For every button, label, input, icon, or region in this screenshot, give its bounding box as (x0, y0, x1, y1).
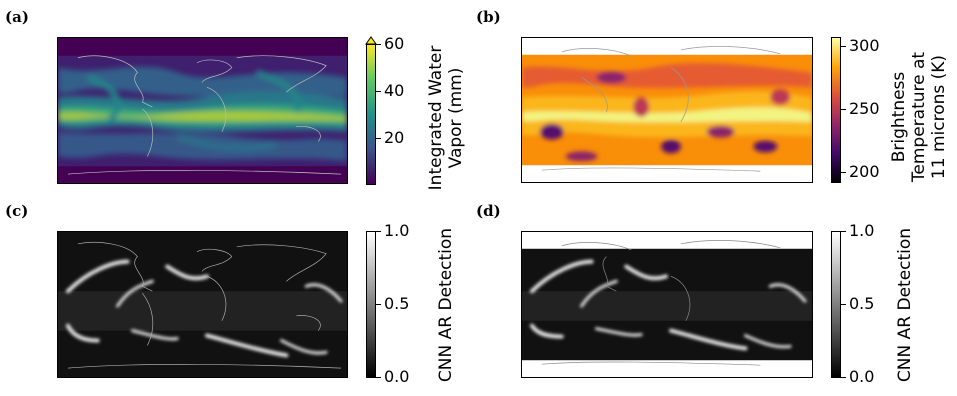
cbar-c-tick-0: 0.0 (384, 367, 410, 386)
cnn-detection-colorbar-d (831, 231, 841, 378)
cbar-d-tick-1: 1.0 (849, 221, 875, 240)
cbar-d-tick-0: 0.0 (849, 367, 875, 386)
panel-label-b: (b) (476, 8, 501, 26)
panel-label-a: (a) (5, 8, 29, 26)
water-vapor-colorbar (366, 44, 376, 185)
cbar-a-tick-40: 40 (384, 81, 405, 100)
cbar-a-tick-20: 20 (384, 128, 405, 147)
cbar-c-tick-1: 1.0 (384, 221, 410, 240)
cbar-d-tick-05: 0.5 (849, 294, 875, 313)
panel-label-c: (c) (5, 202, 29, 220)
coastlines (541, 240, 781, 366)
colorbar-b-label: Brightness Temperature at 11 microns (K) (889, 51, 949, 183)
brightness-temperature-field (522, 46, 812, 172)
water-vapor-field (58, 38, 347, 183)
colorbar-extend-arrow (365, 36, 377, 45)
cbar-b-tick-300: 300 (849, 36, 880, 55)
water-vapor-map (57, 37, 348, 184)
cnn-detection-map-d (521, 231, 813, 378)
colorbar-c-label: CNN AR Detection (436, 227, 456, 383)
coastlines (67, 242, 342, 369)
colorbar-d-label: CNN AR Detection (895, 227, 915, 383)
cbar-b-tick-250: 250 (849, 99, 880, 118)
brightness-temperature-colorbar (831, 37, 841, 183)
cnn-detection-field-d (522, 240, 812, 366)
coastlines (67, 55, 342, 175)
cbar-a-tick-60: 60 (384, 34, 405, 53)
cnn-detection-field-c (58, 242, 347, 369)
colorbar-a-label: Integrated Water Vapor (mm) (426, 45, 466, 191)
panel-label-d: (d) (476, 202, 501, 220)
brightness-temperature-map (521, 37, 813, 183)
cbar-c-tick-05: 0.5 (384, 294, 410, 313)
cnn-detection-map-c (57, 231, 348, 378)
cbar-b-tick-200: 200 (849, 162, 880, 181)
cnn-detection-colorbar-c (366, 231, 376, 378)
coastlines (541, 46, 781, 172)
